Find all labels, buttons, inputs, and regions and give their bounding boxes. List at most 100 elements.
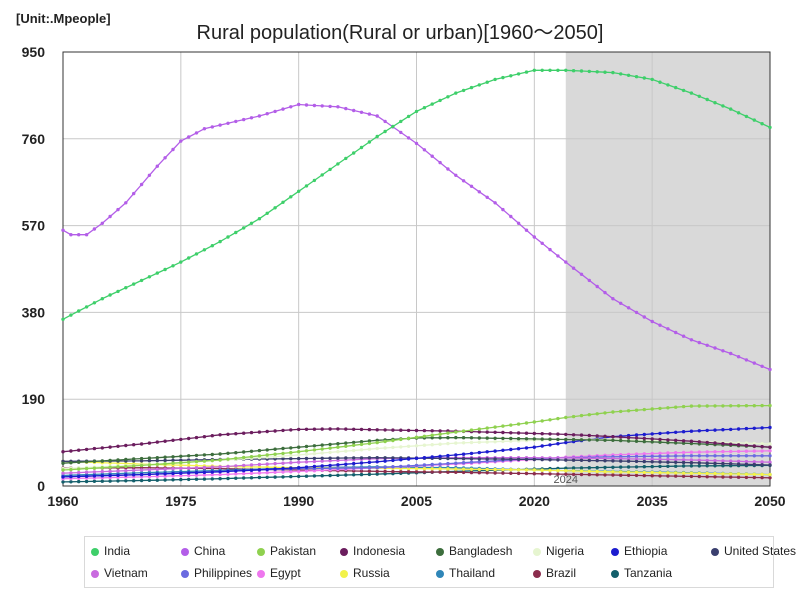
data-point-china — [579, 272, 584, 276]
data-point-pakistan — [674, 405, 678, 409]
data-point-tanzania — [713, 464, 717, 468]
data-point-china — [689, 338, 694, 342]
data-point-russia — [626, 470, 631, 474]
data-point-indonesia — [108, 445, 112, 449]
data-point-ethiopia — [697, 429, 701, 433]
data-point-india — [132, 282, 136, 286]
data-point-ethiopia — [650, 432, 654, 436]
data-point-bangladesh — [454, 435, 458, 440]
data-point-indonesia — [438, 429, 442, 433]
data-point-china — [218, 123, 222, 127]
data-point-united-states — [674, 460, 678, 464]
data-point-tanzania — [194, 477, 199, 481]
data-point-bangladesh — [603, 438, 607, 442]
data-point-india — [524, 70, 529, 74]
legend-label: Pakistan — [270, 544, 317, 558]
data-point-vietnam — [132, 468, 136, 472]
data-point-india — [454, 91, 458, 95]
data-point-russia — [540, 468, 544, 472]
data-point-india — [595, 70, 599, 74]
data-point-ethiopia — [202, 470, 207, 475]
data-point-vietnam — [289, 461, 293, 465]
data-point-indonesia — [226, 432, 230, 436]
data-point-united-states — [179, 458, 183, 462]
data-point-brazil — [485, 471, 489, 475]
data-point-united-states — [155, 458, 159, 463]
data-point-india — [736, 111, 741, 115]
legend-item-nigeria: Nigeria — [533, 544, 584, 558]
data-point-indonesia — [187, 436, 191, 441]
data-point-bangladesh — [202, 453, 207, 457]
data-point-russia — [642, 470, 646, 475]
data-point-tanzania — [328, 473, 332, 478]
data-point-bangladesh — [132, 457, 136, 461]
data-point-ethiopia — [461, 452, 466, 456]
data-point-pakistan — [705, 404, 709, 408]
data-point-tanzania — [336, 473, 340, 477]
data-point-pakistan — [729, 404, 733, 408]
data-point-brazil — [674, 474, 678, 478]
data-point-ethiopia — [218, 470, 222, 474]
data-point-china — [139, 182, 144, 187]
data-point-ethiopia — [666, 431, 670, 435]
data-point-brazil — [454, 470, 458, 474]
data-point-pakistan — [681, 404, 686, 409]
data-point-united-states — [493, 457, 497, 461]
data-point-india — [642, 76, 646, 80]
data-point-pakistan — [469, 428, 474, 432]
data-point-bangladesh — [611, 438, 615, 442]
y-tick-label: 950 — [22, 44, 46, 60]
data-point-china — [658, 323, 662, 327]
data-point-ethiopia — [705, 428, 709, 433]
data-point-ethiopia — [736, 427, 741, 431]
data-point-china — [477, 190, 481, 194]
data-point-china — [69, 233, 73, 237]
data-point-tanzania — [108, 479, 112, 483]
data-point-vietnam — [139, 468, 144, 472]
data-point-china — [84, 233, 89, 237]
data-point-china — [768, 367, 772, 372]
data-point-pakistan — [210, 458, 214, 463]
data-point-bangladesh — [446, 436, 450, 440]
data-point-china — [532, 235, 536, 239]
data-point-brazil — [634, 473, 639, 478]
data-point-vietnam — [187, 466, 191, 470]
data-point-united-states — [689, 461, 694, 465]
data-point-egypt — [681, 450, 686, 455]
data-point-china — [548, 247, 552, 252]
data-point-nigeria — [359, 448, 364, 452]
data-point-tanzania — [666, 464, 670, 468]
data-point-tanzania — [226, 476, 230, 481]
data-point-china — [681, 334, 686, 338]
data-point-tanzania — [132, 479, 136, 483]
data-point-china — [367, 112, 372, 116]
data-point-pakistan — [328, 446, 332, 450]
data-point-china — [312, 103, 317, 108]
data-point-china — [501, 207, 505, 212]
data-point-russia — [532, 468, 536, 472]
data-point-united-states — [697, 461, 701, 465]
data-point-vietnam — [163, 467, 167, 471]
data-point-united-states — [540, 457, 544, 462]
data-point-india — [414, 109, 419, 114]
data-point-vietnam — [273, 461, 277, 466]
data-point-russia — [674, 471, 678, 475]
data-point-philippines — [391, 465, 395, 469]
data-point-brazil — [681, 474, 686, 478]
projection-shade — [565, 52, 770, 486]
data-point-china — [297, 102, 301, 107]
data-point-nigeria — [469, 440, 474, 445]
data-point-china — [171, 147, 175, 152]
legend-marker — [181, 569, 189, 578]
data-point-vietnam — [705, 458, 709, 463]
data-point-united-states — [501, 457, 505, 461]
data-point-brazil — [579, 472, 584, 477]
data-point-pakistan — [202, 459, 207, 463]
data-point-china — [210, 125, 214, 129]
data-point-united-states — [289, 457, 293, 461]
data-point-nigeria — [344, 449, 348, 453]
data-point-indonesia — [430, 429, 434, 433]
data-point-indonesia — [540, 432, 544, 436]
legend-item-united-states: United States — [711, 544, 796, 558]
data-point-united-states — [297, 456, 301, 461]
